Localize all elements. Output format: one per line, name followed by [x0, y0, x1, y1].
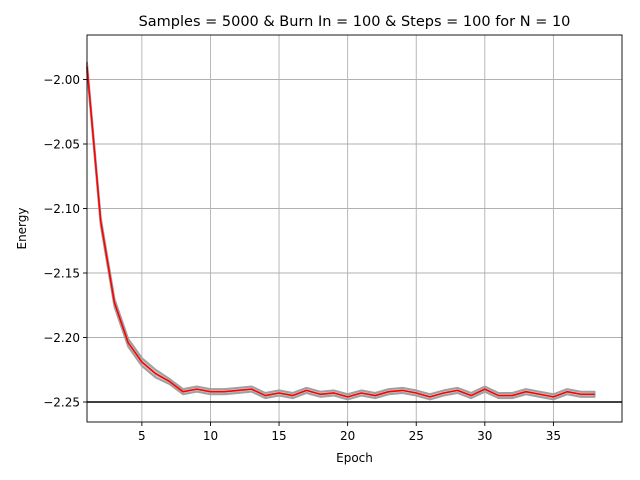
y-tick-label: −2.15 [43, 267, 80, 281]
y-axis-label: Energy [15, 207, 29, 249]
series-line [86, 66, 595, 398]
x-tick-label: 5 [138, 429, 146, 443]
y-tick-label: −2.05 [43, 138, 80, 152]
plot-frame [86, 34, 623, 423]
y-tick-label: −2.20 [43, 331, 80, 345]
x-tick-label: 15 [271, 429, 286, 443]
x-axis-label: Epoch [336, 451, 373, 465]
x-tick-label: 10 [203, 429, 218, 443]
x-tick-label: 30 [477, 429, 492, 443]
y-tick-label: −2.00 [43, 73, 80, 87]
y-axis-ticks: −2.25 −2.20 −2.15 −2.10 −2.05 −2.00 [43, 73, 87, 410]
confidence-band-group [86, 61, 596, 401]
y-tick-label: −2.25 [43, 396, 80, 410]
x-axis-ticks: 5 10 15 20 25 30 35 [138, 422, 561, 443]
series-group [86, 66, 595, 398]
series-confidence-band [86, 61, 596, 401]
chart-title: Samples = 5000 & Burn In = 100 & Steps =… [139, 14, 571, 30]
x-tick-label: 20 [340, 429, 355, 443]
x-tick-label: 25 [409, 429, 424, 443]
grid [87, 35, 622, 422]
y-tick-label: −2.10 [43, 202, 80, 216]
x-tick-label: 35 [546, 429, 561, 443]
